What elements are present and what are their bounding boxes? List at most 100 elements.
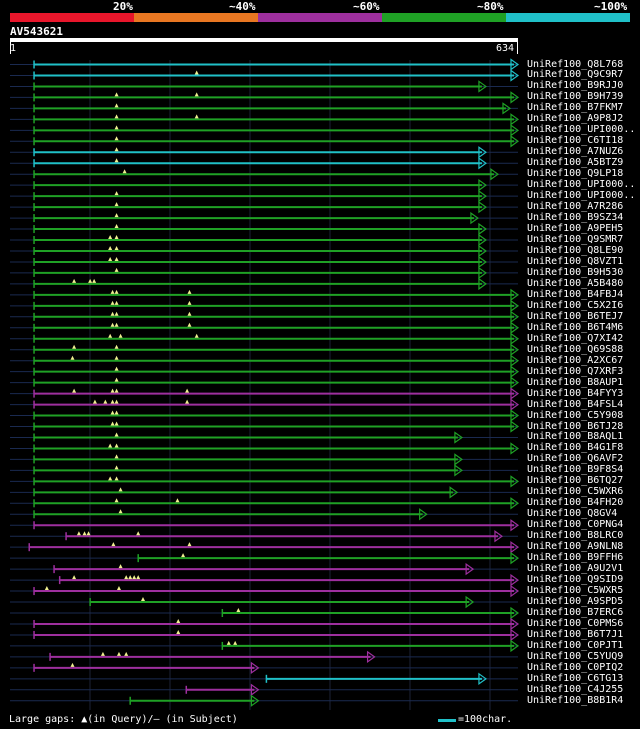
hit-label[interactable]: UniRef100_B7ERC6 <box>527 607 624 618</box>
hit-label[interactable]: UniRef100_B7FKM7 <box>527 102 624 114</box>
hit-label[interactable]: UniRef100_Q8VZT1 <box>527 255 624 267</box>
hit-end-arrow <box>510 376 520 389</box>
hit-label[interactable]: UniRef100_C5YUQ9 <box>527 650 624 662</box>
hit-label[interactable]: UniRef100_UPI000.. <box>527 190 636 202</box>
query-gap-marker <box>100 651 105 656</box>
hit-label[interactable]: UniRef100_B4G1F8 <box>527 442 624 454</box>
hit-end-arrow <box>510 91 520 104</box>
hit-label[interactable]: UniRef100_B9H530 <box>527 266 624 278</box>
query-gap-marker <box>114 235 119 240</box>
hit-label[interactable]: UniRef100_A9U2V1 <box>527 563 624 575</box>
hit-label[interactable]: UniRef100_Q7XRF3 <box>527 365 624 377</box>
hit-label[interactable]: UniRef100_C0PJT1 <box>527 639 624 651</box>
hit-label[interactable]: UniRef100_Q8LE90 <box>527 244 624 256</box>
hit-label[interactable]: UniRef100_C6TG13 <box>527 672 624 684</box>
hit-label[interactable]: UniRef100_C4J255 <box>527 683 624 695</box>
hit-label[interactable]: UniRef100_B6T7J1 <box>527 628 624 640</box>
query-gap-marker <box>118 487 123 492</box>
hit-end-arrow <box>454 464 463 477</box>
query-gap-marker <box>136 575 141 580</box>
hit-label[interactable]: UniRef100_B8B1R4 <box>527 694 624 706</box>
hit-label[interactable]: UniRef100_Q69S88 <box>527 343 624 355</box>
hit-label[interactable]: UniRef100_C5Y908 <box>527 409 624 421</box>
hit-label[interactable]: UniRef100_B8LRC0 <box>527 530 624 542</box>
hit-end-arrow <box>478 146 487 159</box>
hit-label[interactable]: UniRef100_B6T4M6 <box>527 321 624 333</box>
hit-label[interactable]: UniRef100_C5WXR6 <box>527 486 624 498</box>
hit-end-arrow <box>510 551 520 565</box>
hit-end-arrow <box>510 617 520 631</box>
query-gap-marker <box>110 421 115 426</box>
query-bar <box>10 38 518 42</box>
hit-label[interactable]: UniRef100_Q8GV4 <box>527 508 618 520</box>
hit-label[interactable]: UniRef100_A7NUZ6 <box>527 146 624 158</box>
hit-label[interactable]: UniRef100_B9SZ34 <box>527 212 624 224</box>
hit-end-arrow <box>510 497 520 510</box>
query-gap-marker <box>118 333 123 338</box>
query-gap-marker <box>111 542 116 547</box>
hit-label[interactable]: UniRef100_A7R286 <box>527 201 624 213</box>
hit-label[interactable]: UniRef100_B4FH20 <box>527 497 624 509</box>
hit-label[interactable]: UniRef100_B4FYY3 <box>527 387 624 399</box>
hit-label[interactable]: UniRef100_B6TQ27 <box>527 475 624 487</box>
hit-label[interactable]: UniRef100_Q7XI42 <box>527 332 624 344</box>
query-gap-marker <box>86 531 91 536</box>
hit-label[interactable]: UniRef100_B8AUP1 <box>527 376 624 388</box>
hit-label[interactable]: UniRef100_Q9SMR7 <box>527 234 624 246</box>
legend-label-80: ~80% <box>477 0 504 13</box>
hit-label[interactable]: UniRef100_B9FFH6 <box>527 552 624 564</box>
hit-label[interactable]: UniRef100_A2XC67 <box>527 354 624 366</box>
query-gap-marker <box>226 640 231 645</box>
hit-label[interactable]: UniRef100_A9PEH5 <box>527 223 624 235</box>
query-gap-marker <box>176 629 181 634</box>
query-gap-marker <box>114 410 119 415</box>
hit-label[interactable]: UniRef100_A5B480 <box>527 277 624 289</box>
hit-label[interactable]: UniRef100_A9SPD5 <box>527 596 624 608</box>
query-gap-marker <box>114 465 119 470</box>
hit-label[interactable]: UniRef100_C0PIQ2 <box>527 661 624 673</box>
query-gap-marker <box>236 608 241 612</box>
hit-label[interactable]: UniRef100_C6TI18 <box>527 135 624 147</box>
hit-label[interactable]: UniRef100_B9RJJ0 <box>527 80 624 92</box>
hit-end-arrow <box>510 639 520 653</box>
hit-end-arrow <box>454 431 463 444</box>
hit-label[interactable]: UniRef100_B8AQL1 <box>527 431 624 443</box>
scale-legend-bar <box>438 719 456 722</box>
query-gap-marker <box>72 388 77 393</box>
query-gap-marker <box>114 202 119 207</box>
hit-label[interactable]: UniRef100_B4FBJ4 <box>527 288 624 300</box>
hit-label[interactable]: UniRef100_Q8L768 <box>527 58 624 70</box>
hit-label[interactable]: UniRef100_B6TJ28 <box>527 420 624 432</box>
query-gap-marker <box>70 662 75 667</box>
query-gap-marker <box>114 213 119 218</box>
hit-label[interactable]: UniRef100_B4FSL4 <box>527 398 624 410</box>
query-gap-marker <box>122 169 127 174</box>
hit-label[interactable]: UniRef100_Q9SID9 <box>527 574 624 586</box>
hit-end-arrow <box>510 519 520 532</box>
hit-label[interactable]: UniRef100_UPI000.. <box>527 179 636 191</box>
hit-label[interactable]: UniRef100_A5BTZ9 <box>527 157 624 169</box>
hit-label[interactable]: UniRef100_B6TEJ7 <box>527 310 624 322</box>
hit-label[interactable]: UniRef100_UPI000.. <box>527 124 636 136</box>
legend-segment-3 <box>258 13 383 22</box>
hit-label[interactable]: UniRef100_B9F8S4 <box>527 464 624 476</box>
query-gap-marker <box>44 586 49 591</box>
hit-end-arrow <box>478 222 487 236</box>
hit-label[interactable]: UniRef100_C0PMS6 <box>527 617 624 629</box>
hit-label[interactable]: UniRef100_C5X2I6 <box>527 299 624 311</box>
hit-label[interactable]: UniRef100_C0PNG4 <box>527 519 624 531</box>
query-gap-marker <box>124 651 129 656</box>
hit-label[interactable]: UniRef100_Q6AVF2 <box>527 453 624 465</box>
hit-end-arrow <box>470 211 479 225</box>
query-gap-marker <box>233 640 238 645</box>
hit-label[interactable]: UniRef100_A9P8J2 <box>527 113 624 125</box>
hit-label[interactable]: UniRef100_B9H739 <box>527 91 624 103</box>
hit-label[interactable]: UniRef100_Q9C9R7 <box>527 69 624 81</box>
hit-label[interactable]: UniRef100_Q9LP18 <box>527 168 624 180</box>
hit-end-arrow <box>250 694 260 707</box>
hit-end-arrow <box>478 244 487 258</box>
hit-label[interactable]: UniRef100_C5WXR5 <box>527 585 624 597</box>
hit-end-arrow <box>454 453 463 466</box>
hit-label[interactable]: UniRef100_A9NLN8 <box>527 541 624 553</box>
